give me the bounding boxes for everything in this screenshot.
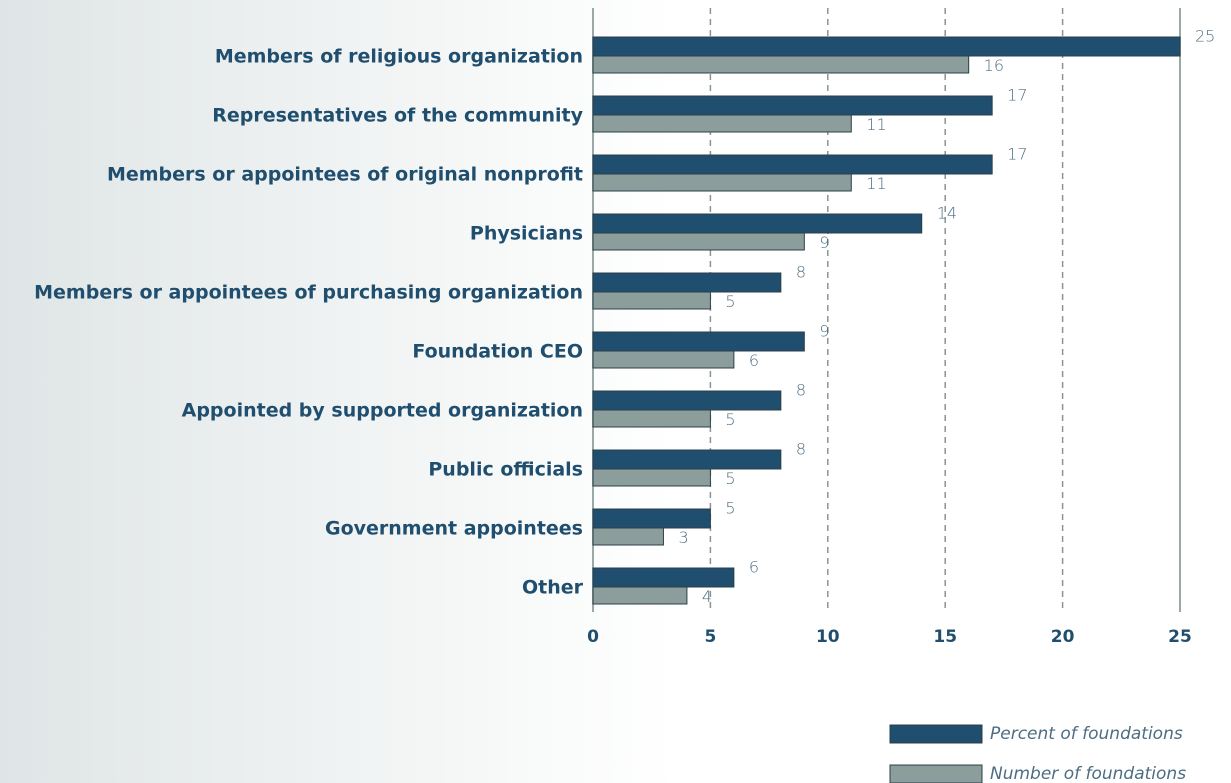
category-label: Members of religious organization [215,46,583,68]
bar [592,114,852,133]
value-label: 11 [866,174,886,193]
category-label: Members or appointees of original nonpro… [107,164,583,186]
bar [592,55,970,74]
category-label: Government appointees [325,518,583,540]
value-label: 3 [678,528,688,547]
bar [592,213,923,234]
category-label: Other [522,577,584,599]
bar [592,527,664,546]
x-tick-label: 25 [1168,627,1192,647]
bar [592,232,805,251]
value-label: 14 [937,204,957,223]
category-label: Foundation CEO [412,341,583,363]
bar [592,291,711,310]
value-label: 8 [796,440,806,459]
value-label: 17 [1007,145,1027,164]
x-tick-label: 5 [704,627,716,647]
value-label: 25 [1195,27,1215,46]
value-label: 11 [866,115,886,134]
bar [592,390,782,411]
value-label: 5 [725,410,735,429]
bar [592,508,711,529]
value-label: 9 [819,322,829,341]
bar [592,154,993,175]
bar [592,468,711,487]
x-tick-label: 0 [587,627,599,647]
bar [592,36,1181,57]
x-tick-label: 15 [933,627,957,647]
legend-swatch [889,764,983,783]
category-label: Appointed by supported organization [182,400,583,422]
value-label: 5 [725,469,735,488]
bar [592,331,805,352]
bar [592,586,688,605]
value-label: 5 [725,292,735,311]
value-label: 6 [749,351,759,370]
value-label: 4 [702,587,712,606]
category-label: Representatives of the community [212,105,583,127]
bar [592,173,852,192]
category-label: Public officials [428,459,583,481]
bar [592,567,735,588]
value-label: 6 [749,558,759,577]
x-tick-label: 10 [816,627,840,647]
bar [592,449,782,470]
bar [592,409,711,428]
x-tick-label: 20 [1051,627,1075,647]
value-label: 9 [819,233,829,252]
value-label: 17 [1007,86,1027,105]
category-label: Physicians [470,223,583,245]
bar [592,272,782,293]
legend-swatch [889,724,983,744]
legend-label: Number of foundations [990,764,1186,783]
bar [592,350,735,369]
value-label: 16 [984,56,1004,75]
category-label: Members or appointees of purchasing orga… [34,282,583,304]
bar [592,95,993,116]
value-label: 5 [725,499,735,518]
value-label: 8 [796,381,806,400]
value-label: 8 [796,263,806,282]
legend-label: Percent of foundations [990,724,1183,744]
